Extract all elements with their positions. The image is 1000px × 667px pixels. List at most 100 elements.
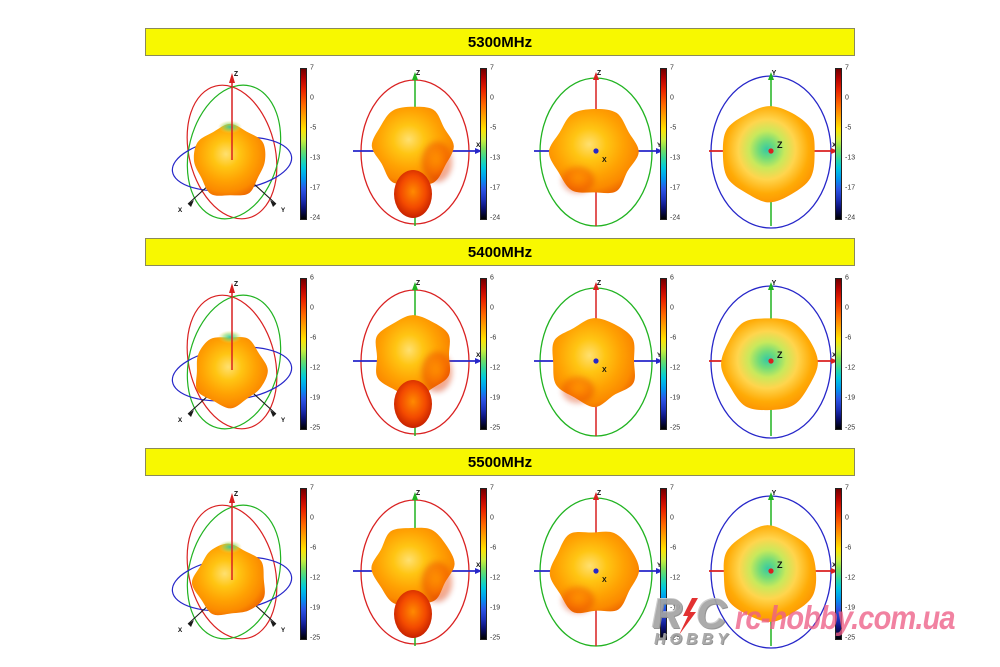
vertical-axis-arrowhead <box>412 282 418 290</box>
right-axis-label: X <box>476 562 481 569</box>
vertical-axis-arrowhead <box>768 492 774 500</box>
frequency-banner: 5400MHz <box>145 238 855 266</box>
axis-endpoint-dot <box>768 358 774 364</box>
colorbar-tick-label: -24 <box>670 214 681 222</box>
x-axis-arrowhead <box>188 200 194 207</box>
colorbar: 7 0 -6 -12 -19 -25 <box>835 485 869 644</box>
colorbar-tick-label: -13 <box>490 154 501 162</box>
horizontal-axis-arrowhead <box>831 568 838 574</box>
colorbar-tick-label: 0 <box>310 514 314 522</box>
colorbar: 7 0 -6 -12 -19 -25 <box>300 485 334 644</box>
right-axis-label: X <box>832 352 837 359</box>
colorbar-tick-label: -13 <box>310 154 321 162</box>
x-axis-arrowhead <box>188 410 194 417</box>
y-axis-arrowhead <box>270 410 276 417</box>
pattern-plot-front-view-yz: X Z Y <box>528 64 664 230</box>
colorbar-scale <box>300 68 307 220</box>
colorbar: 7 0 -5 -13 -17 -24 <box>300 65 334 224</box>
colorbar-tick-label: -5 <box>845 124 852 132</box>
colorbar: 7 0 -5 -13 -17 -24 <box>660 65 694 224</box>
horizontal-axis-arrowhead <box>656 568 663 574</box>
colorbar-tick-label: -12 <box>490 364 501 372</box>
colorbar-tick-label: -12 <box>845 574 856 582</box>
colorbar-tick-label: 0 <box>845 304 849 312</box>
colorbar-tick-label: -25 <box>310 634 321 642</box>
horizontal-axis-arrowhead <box>475 148 482 154</box>
colorbar-tick-label: 0 <box>310 94 314 102</box>
right-axis-label: X <box>832 562 837 569</box>
colorbar-tick-label: -24 <box>490 214 501 222</box>
vertical-axis-arrowhead <box>593 492 599 500</box>
frequency-label: 5300MHz <box>467 33 533 51</box>
colorbar-tick-label: 0 <box>490 514 494 522</box>
colorbar-tick-label: -19 <box>670 394 681 402</box>
colorbar-tick-label: -19 <box>670 604 681 612</box>
radiation-blob <box>722 106 815 203</box>
z-axis-arrowhead <box>229 283 235 293</box>
colorbar-tick-label: -24 <box>845 214 856 222</box>
frequency-banner: 5300MHz <box>145 28 855 56</box>
pattern-plot-top-view-xy: Z Y X <box>703 274 839 440</box>
colorbar-tick-label: -25 <box>670 424 681 432</box>
vertical-axis-arrowhead <box>768 72 774 80</box>
colorbar-scale <box>835 68 842 220</box>
colorbar-tick-label: -19 <box>845 604 856 612</box>
pattern-plot-top-view-xy: Z Y X <box>703 484 839 650</box>
top-axis-label: Z <box>597 490 602 497</box>
center-axis-label: X <box>602 577 607 584</box>
colorbar-tick-label: -5 <box>490 124 497 132</box>
frequency-label: 5500MHz <box>467 453 533 471</box>
vertical-axis-arrowhead <box>768 282 774 290</box>
colorbar-tick-label: 6 <box>310 274 314 282</box>
colorbar-tick-label: -19 <box>490 394 501 402</box>
z-axis-label: Z <box>234 71 239 78</box>
right-axis-label: X <box>832 142 837 149</box>
colorbar: 6 0 -6 -12 -19 -25 <box>835 275 869 434</box>
bottom-lobe <box>394 380 432 428</box>
y-axis-label: Y <box>281 207 286 214</box>
top-axis-label: Y <box>772 490 777 497</box>
colorbar-scale <box>660 68 667 220</box>
colorbar-tick-label: -25 <box>490 634 501 642</box>
colorbar-tick-label: 6 <box>670 274 674 282</box>
x-axis-arrowhead <box>188 620 194 627</box>
center-axis-label: Z <box>777 350 783 360</box>
horizontal-axis-arrowhead <box>475 358 482 364</box>
colorbar-scale <box>300 278 307 430</box>
top-axis-label: Z <box>416 280 421 287</box>
top-axis-label: Z <box>597 280 602 287</box>
z-axis-arrowhead <box>229 493 235 503</box>
colorbar: 6 0 -6 -12 -19 -25 <box>660 274 694 434</box>
colorbar-tick-label: -19 <box>845 394 856 402</box>
colorbar-tick-label: -12 <box>845 364 856 372</box>
bottom-lobe <box>394 170 432 218</box>
pattern-plot-front-view-yz: X Z Y <box>528 274 664 440</box>
top-null-dimple <box>218 540 242 554</box>
frequency-label: 5400MHz <box>467 243 533 261</box>
colorbar-tick-label: -17 <box>310 184 321 192</box>
colorbar: 7 0 -5 -13 -17 -24 <box>835 65 869 224</box>
hot-spot <box>422 352 452 392</box>
colorbar-tick-label: -19 <box>490 604 501 612</box>
colorbar: 7 0 -5 -13 -17 -24 <box>480 65 514 224</box>
pattern-plot-3d-perspective: Z X Y <box>164 64 300 230</box>
colorbar-tick-label: 6 <box>490 274 494 282</box>
colorbar: 6 0 -6 -12 -19 -25 <box>480 274 514 434</box>
colorbar-tick-label: 0 <box>670 94 674 102</box>
top-axis-label: Z <box>597 70 602 77</box>
hot-spot <box>562 587 594 613</box>
colorbar-tick-label: -19 <box>310 394 321 402</box>
colorbar-tick-label: -12 <box>310 574 321 582</box>
colorbar-scale <box>480 68 487 220</box>
x-axis-label: X <box>178 417 183 424</box>
colorbar-tick-label: -25 <box>490 424 501 432</box>
y-axis-arrowhead <box>270 200 276 207</box>
colorbar-scale <box>835 278 842 430</box>
colorbar-scale <box>480 488 487 640</box>
colorbar-tick-label: 0 <box>490 94 494 102</box>
vertical-axis-arrowhead <box>412 72 418 80</box>
colorbar-tick-label: -6 <box>670 334 677 342</box>
